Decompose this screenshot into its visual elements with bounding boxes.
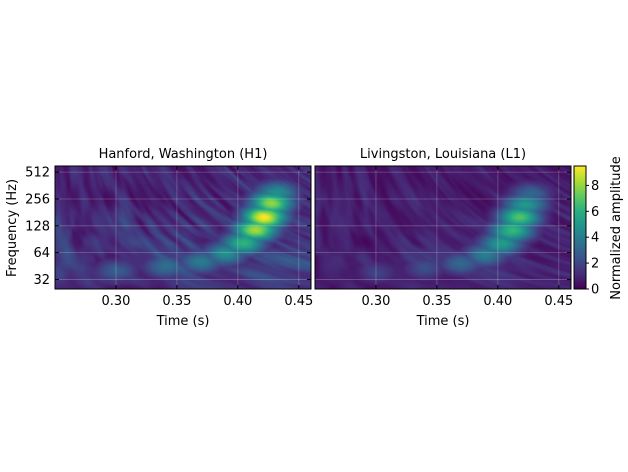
hanford-title: Hanford, Washington (H1) xyxy=(99,147,268,162)
livingston-heatmap xyxy=(315,166,571,289)
hanford-heatmap xyxy=(55,166,311,289)
x-tick-label: 0.30 xyxy=(101,294,130,309)
colorbar-tick-label: 2 xyxy=(591,257,599,272)
livingston-title: Livingston, Louisiana (L1) xyxy=(360,147,526,162)
frequency-y-axis-label: Frequency (Hz) xyxy=(5,179,20,277)
x-tick-label: 0.35 xyxy=(162,294,191,309)
colorbar-tick-label: 0 xyxy=(591,283,599,298)
x-tick-label: 0.40 xyxy=(483,294,512,309)
colorbar-tick-label: 8 xyxy=(591,179,599,194)
y-tick-label: 128 xyxy=(25,219,50,234)
hanford-panel: Hanford, Washington (H1) 0.30 0.35 0.40 0.4… xyxy=(5,147,313,329)
y-tick-label: 64 xyxy=(33,246,50,261)
x-tick-label: 0.45 xyxy=(544,294,573,309)
hanford-x-ticks: 0.30 0.35 0.40 0.45 xyxy=(101,166,313,309)
livingston-panel: Livingston, Louisiana (L1) 0.30 0.35 0.40 0… xyxy=(314,147,573,329)
livingston-plot-frame xyxy=(314,165,572,290)
colorbar-gradient xyxy=(573,165,587,290)
colorbar-tick-label: 4 xyxy=(591,231,599,246)
hanford-y-ticks: 32 64 128 256 512 xyxy=(25,166,59,288)
x-tick-label: 0.35 xyxy=(422,294,451,309)
x-tick-label: 0.30 xyxy=(361,294,390,309)
hanford-plot-frame xyxy=(54,165,312,290)
hanford-x-axis-label: Time (s) xyxy=(156,314,210,329)
y-tick-label: 32 xyxy=(33,273,50,288)
hanford-grid xyxy=(55,166,311,289)
y-tick-label: 256 xyxy=(25,192,50,207)
x-tick-label: 0.45 xyxy=(284,294,313,309)
colorbar-ticks: 0 2 4 6 8 xyxy=(586,179,599,298)
colorbar-label: Normalized amplitude xyxy=(609,156,624,300)
livingston-x-axis-label: Time (s) xyxy=(416,314,470,329)
colorbar: 0 2 4 6 8 Normalized amplitude xyxy=(573,156,624,300)
livingston-grid xyxy=(315,166,571,289)
x-tick-label: 0.40 xyxy=(223,294,252,309)
y-tick-label: 512 xyxy=(25,166,50,181)
livingston-x-ticks: 0.30 0.35 0.40 0.45 xyxy=(361,166,573,309)
colorbar-tick-label: 6 xyxy=(591,205,599,220)
